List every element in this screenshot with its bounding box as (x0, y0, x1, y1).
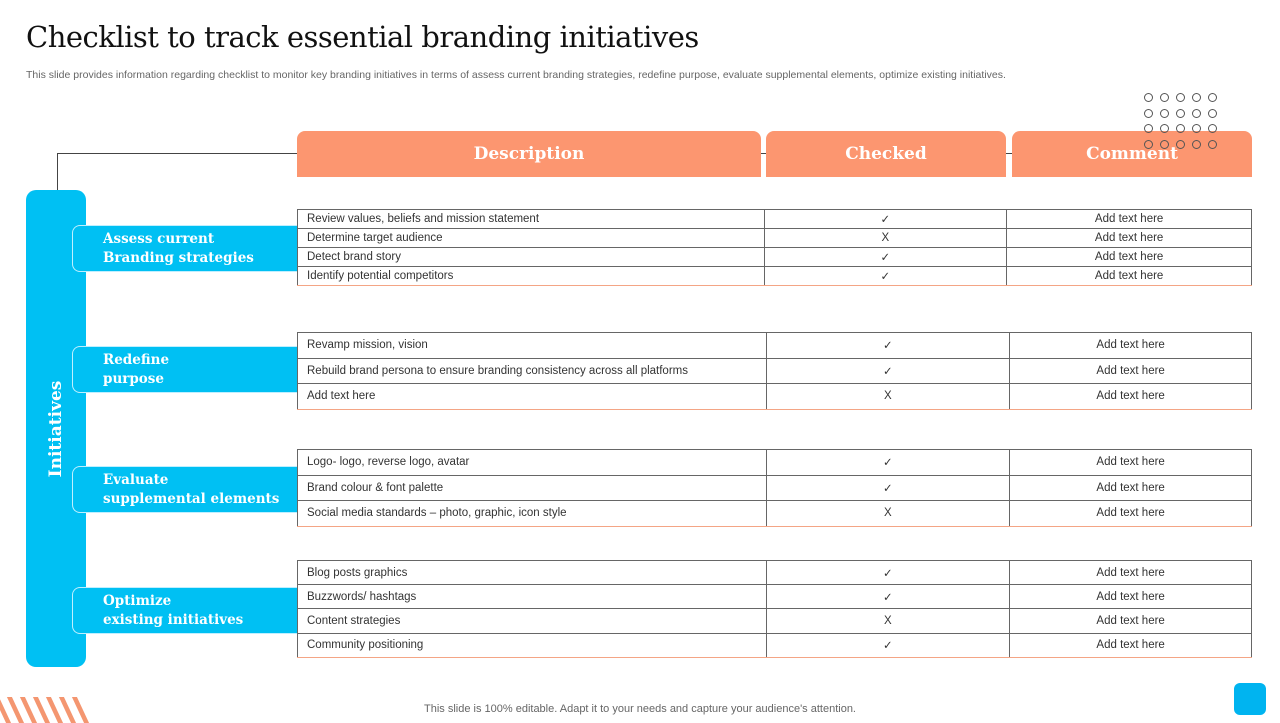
comment-cell: Add text here (1009, 383, 1252, 410)
comment-cell: Add text here (1009, 584, 1252, 610)
dot (1144, 139, 1153, 149)
dot (1160, 93, 1169, 102)
checked-cell: ✓ (765, 449, 1011, 476)
comment-cell: Add text here (1006, 247, 1252, 267)
comment-cell: Add text here (1009, 632, 1252, 658)
comment-cell: Add text here (1009, 500, 1252, 527)
dots-decoration (1144, 93, 1217, 149)
initiative-label: Evaluate supplemental elements (72, 466, 297, 513)
dot (1208, 93, 1217, 102)
dot (1176, 108, 1185, 118)
description-cell: Revamp mission, vision (297, 332, 767, 359)
comment-cell: Add text here (1009, 449, 1252, 476)
description-cell: Buzzwords/ hashtags (297, 584, 767, 610)
dot (1208, 139, 1217, 149)
dot (1160, 108, 1169, 118)
checked-cell: X (765, 500, 1011, 527)
comment-cell: Add text here (1006, 228, 1252, 248)
table-row: Determine target audience X Add text here (297, 228, 1252, 248)
checklist-table: Revamp mission, vision ✓ Add text here Rebu… (297, 332, 1252, 410)
initiative-label: Assess current Branding strategies (72, 225, 297, 272)
initiatives-label: Initiatives (46, 380, 66, 477)
dot (1144, 93, 1153, 102)
table-row: Detect brand story ✓ Add text here (297, 247, 1252, 267)
header-comment: Comment (1012, 131, 1252, 177)
checked-cell: ✓ (763, 247, 1008, 267)
description-cell: Content strategies (297, 608, 767, 634)
table-row: Social media standards – photo, graphic,… (297, 500, 1252, 527)
dot (1192, 108, 1201, 118)
table-row: Identify potential competitors ✓ Add text … (297, 266, 1252, 286)
description-cell: Logo- logo, reverse logo, avatar (297, 449, 767, 476)
comment-cell: Add text here (1009, 608, 1252, 634)
checked-cell: ✓ (765, 332, 1011, 359)
table-row: Revamp mission, vision ✓ Add text here (297, 332, 1252, 359)
page-title: Checklist to track essential branding in… (26, 20, 699, 54)
table-row: Add text here X Add text here (297, 383, 1252, 410)
dot (1192, 93, 1201, 102)
checklist-table: Logo- logo, reverse logo, avatar ✓ Add tex… (297, 449, 1252, 527)
checked-cell: X (765, 608, 1011, 634)
header-description: Description (297, 131, 761, 177)
table-row: Community positioning ✓ Add text here (297, 632, 1252, 658)
comment-cell: Add text here (1006, 209, 1252, 229)
checked-cell: ✓ (763, 209, 1008, 229)
checked-cell: ✓ (765, 632, 1011, 658)
table-row: Review values, beliefs and mission state… (297, 209, 1252, 229)
initiative-label: Redefine purpose (72, 346, 297, 393)
dot (1160, 139, 1169, 149)
description-cell: Community positioning (297, 632, 767, 658)
dot (1144, 108, 1153, 118)
connector-line-vertical (57, 153, 58, 191)
footer-text: This slide is 100% editable. Adapt it to… (424, 703, 856, 715)
description-cell: Determine target audience (297, 228, 765, 248)
dot (1160, 124, 1169, 133)
table-row: Buzzwords/ hashtags ✓ Add text here (297, 584, 1252, 610)
dot (1176, 93, 1185, 102)
dot (1192, 139, 1201, 149)
checked-cell: ✓ (765, 559, 1011, 586)
checklist-table: Blog posts graphics ✓ Add text here Buzzwor… (297, 559, 1252, 658)
initiative-label: Optimize existing initiatives (72, 587, 297, 634)
dot (1208, 124, 1217, 133)
table-row: Logo- logo, reverse logo, avatar ✓ Add tex… (297, 449, 1252, 476)
dot (1192, 124, 1201, 133)
checked-cell: X (765, 383, 1011, 410)
description-cell: Social media standards – photo, graphic,… (297, 500, 767, 527)
description-cell: Brand colour & font palette (297, 474, 767, 501)
checked-cell: X (763, 228, 1008, 248)
table-row: Content strategies X Add text here (297, 608, 1252, 634)
checked-cell: ✓ (765, 357, 1011, 384)
comment-cell: Add text here (1006, 266, 1252, 286)
checked-cell: ✓ (765, 584, 1011, 610)
dot (1144, 124, 1153, 133)
table-row: Rebuild brand persona to ensure branding… (297, 357, 1252, 384)
comment-cell: Add text here (1009, 559, 1252, 586)
dot (1176, 139, 1185, 149)
comment-cell: Add text here (1009, 474, 1252, 501)
table-row: Blog posts graphics ✓ Add text here (297, 559, 1252, 586)
table-row: Brand colour & font palette ✓ Add text her… (297, 474, 1252, 501)
description-cell: Review values, beliefs and mission state… (297, 209, 765, 229)
description-cell: Add text here (297, 383, 767, 410)
description-cell: Identify potential competitors (297, 266, 765, 286)
dot (1176, 124, 1185, 133)
description-cell: Blog posts graphics (297, 559, 767, 586)
comment-cell: Add text here (1009, 357, 1252, 384)
checked-cell: ✓ (763, 266, 1008, 286)
dot (1208, 108, 1217, 118)
description-cell: Detect brand story (297, 247, 765, 267)
header-checked: Checked (766, 131, 1006, 177)
checklist-table: Review values, beliefs and mission state… (297, 209, 1252, 286)
comment-cell: Add text here (1009, 332, 1252, 359)
checked-cell: ✓ (765, 474, 1011, 501)
corner-square-decoration (1234, 683, 1266, 715)
page-subtitle: This slide provides information regardin… (26, 69, 1006, 81)
description-cell: Rebuild brand persona to ensure branding… (297, 357, 767, 384)
